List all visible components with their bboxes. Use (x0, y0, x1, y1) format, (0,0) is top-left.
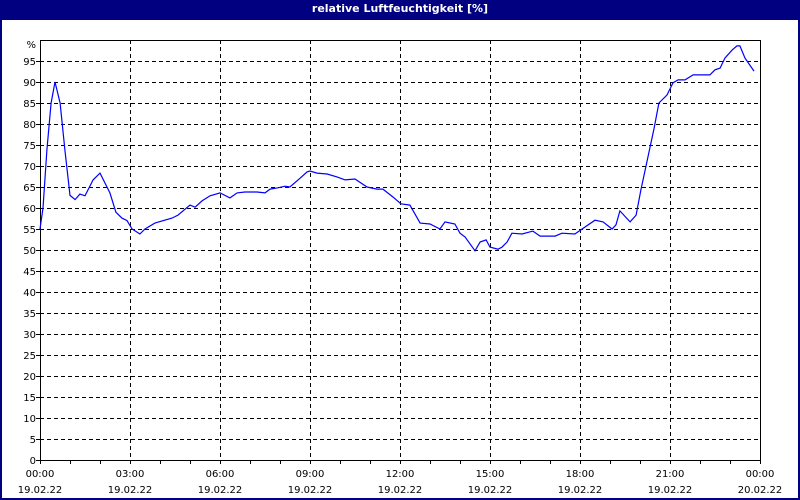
x-tick-time-label: 03:00 (116, 469, 145, 480)
x-tick-date-label: 19.02.22 (288, 485, 333, 496)
x-tick-date-label: 19.02.22 (18, 485, 63, 496)
y-tick-label: 35 (23, 309, 36, 320)
x-tick-time-label: 00:00 (746, 469, 775, 480)
y-tick-label: 40 (23, 288, 36, 299)
x-tick-time-label: 09:00 (296, 469, 325, 480)
y-unit-label: % (26, 40, 36, 51)
y-tick-label: 45 (23, 267, 36, 278)
x-tick-date-label: 19.02.22 (378, 485, 423, 496)
y-tick-label: 85 (23, 99, 36, 110)
y-tick-label: 20 (23, 372, 36, 383)
x-tick-time-label: 15:00 (476, 469, 505, 480)
x-tick-date-label: 20.02.22 (738, 485, 783, 496)
y-tick-label: 25 (23, 351, 36, 362)
chart-title: relative Luftfeuchtigkeit [%] (311, 2, 489, 15)
x-tick-time-label: 06:00 (206, 469, 235, 480)
humidity-line-chart: 0 5 10 15 20 25 30 35 40 45 50 55 60 65 70 75 80 85 90 95% 0… (18, 40, 783, 496)
chart-panel: 0 5 10 15 20 25 30 35 40 45 50 55 60 65 70 75 80 85 90 95% 0… (2, 20, 798, 498)
plot-frame (40, 40, 761, 461)
y-tick-label: 90 (23, 78, 36, 89)
x-tick-time-label: 00:00 (26, 469, 55, 480)
x-tick-date-label: 19.02.22 (108, 485, 153, 496)
x-tick-time-label: 12:00 (386, 469, 415, 480)
y-tick-label: 65 (23, 183, 36, 194)
y-tick-label: 75 (23, 141, 36, 152)
y-tick-label: 5 (30, 435, 36, 446)
y-tick-label: 80 (23, 120, 36, 131)
y-tick-label: 30 (23, 330, 36, 341)
x-tick-date-label: 19.02.22 (198, 485, 243, 496)
y-tick-label: 50 (23, 246, 36, 257)
y-tick-label: 15 (23, 393, 36, 404)
y-tick-label: 70 (23, 162, 36, 173)
y-tick-label: 55 (23, 225, 36, 236)
x-tick-date-label: 19.02.22 (468, 485, 513, 496)
y-tick-label: 10 (23, 414, 36, 425)
y-tick-label: 0 (30, 456, 36, 467)
y-tick-label: 60 (23, 204, 36, 215)
x-tick-date-label: 19.02.22 (648, 485, 693, 496)
y-tick-label: 95 (23, 57, 36, 68)
x-tick-time-label: 21:00 (656, 469, 685, 480)
humidity-series-line (39, 45, 755, 252)
x-tick-time-label: 18:00 (566, 469, 595, 480)
x-tick-date-label: 19.02.22 (558, 485, 603, 496)
